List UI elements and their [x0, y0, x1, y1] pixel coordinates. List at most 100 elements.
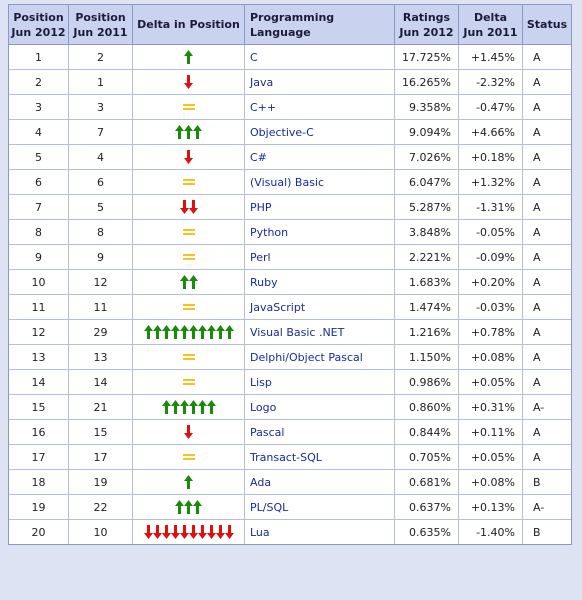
- position-change-indicator: [175, 500, 202, 514]
- arrow-down-icon: [143, 525, 153, 539]
- table-row: 15 21 Logo 0.860% +0.31% A-: [9, 395, 571, 420]
- table-row: 13 13 Delphi/Object Pascal 1.150% +0.08% A: [9, 345, 571, 370]
- arrow-up-icon: [170, 325, 180, 339]
- arrow-down-icon: [224, 525, 234, 539]
- delta-position-cell: [133, 95, 245, 120]
- language-link[interactable]: Delphi/Object Pascal: [250, 350, 363, 364]
- language-link[interactable]: (Visual) Basic: [250, 175, 325, 189]
- rating-cell: 0.635%: [395, 520, 459, 544]
- arrow-up-icon: [179, 400, 189, 414]
- delta-position-cell: [133, 195, 245, 220]
- language-link[interactable]: C#: [250, 150, 267, 164]
- position-change-indicator: [184, 50, 193, 64]
- arrow-down-icon: [179, 525, 189, 539]
- position-2011-cell: 5: [69, 195, 133, 220]
- table-body: 1 2 C 17.725% +1.45% A 2 1 Java 16.265% -2.32% A 3 3 C…: [9, 45, 571, 544]
- language-link[interactable]: Ruby: [250, 275, 278, 289]
- language-link[interactable]: Logo: [250, 400, 277, 414]
- arrow-up-icon: [215, 325, 225, 339]
- rating-cell: 7.026%: [395, 145, 459, 170]
- position-change-indicator: [184, 75, 193, 89]
- delta-position-cell: [133, 320, 245, 345]
- position-2011-cell: 11: [69, 295, 133, 320]
- position-2011-cell: 10: [69, 520, 133, 544]
- position-2011-cell: 15: [69, 420, 133, 445]
- position-change-indicator: [182, 302, 195, 312]
- language-link[interactable]: PHP: [250, 200, 272, 214]
- position-2011-cell: 29: [69, 320, 133, 345]
- header-row: Position Jun 2012 Position Jun 2011 Delt…: [9, 5, 571, 45]
- status-cell: B: [523, 470, 571, 495]
- language-link[interactable]: Java: [250, 75, 274, 89]
- position-2012-cell: 20: [9, 520, 69, 544]
- delta-position-cell: [133, 445, 245, 470]
- position-2011-cell: 3: [69, 95, 133, 120]
- arrow-down-icon: [179, 200, 189, 214]
- delta-cell: -0.05%: [459, 220, 523, 245]
- position-2012-cell: 19: [9, 495, 69, 520]
- header-delta-line1: Delta: [473, 10, 508, 24]
- header-language: Programming Language: [245, 5, 395, 45]
- arrow-up-icon: [175, 500, 184, 514]
- header-status: Status: [523, 5, 571, 45]
- position-2012-cell: 14: [9, 370, 69, 395]
- arrow-down-icon: [161, 525, 171, 539]
- arrow-down-icon: [170, 525, 180, 539]
- rating-cell: 0.844%: [395, 420, 459, 445]
- language-link[interactable]: Objective-C: [250, 125, 314, 139]
- language-link[interactable]: Perl: [250, 250, 271, 264]
- language-link[interactable]: Pascal: [250, 425, 285, 439]
- delta-cell: +0.13%: [459, 495, 523, 520]
- delta-position-cell: [133, 495, 245, 520]
- language-link[interactable]: Ada: [250, 475, 272, 489]
- language-link[interactable]: Lua: [250, 525, 270, 539]
- position-2011-cell: 17: [69, 445, 133, 470]
- delta-cell: +1.32%: [459, 170, 523, 195]
- position-2012-cell: 16: [9, 420, 69, 445]
- position-2011-cell: 1: [69, 70, 133, 95]
- status-cell: A: [523, 245, 571, 270]
- language-link[interactable]: PL/SQL: [250, 500, 289, 514]
- language-cell: (Visual) Basic: [245, 170, 395, 195]
- rating-cell: 0.637%: [395, 495, 459, 520]
- position-2012-cell: 10: [9, 270, 69, 295]
- position-2012-cell: 9: [9, 245, 69, 270]
- status-cell: A: [523, 270, 571, 295]
- language-link[interactable]: Transact-SQL: [250, 450, 322, 464]
- language-cell: Lisp: [245, 370, 395, 395]
- position-change-indicator: [143, 325, 234, 339]
- header-delta: Delta Jun 2011: [459, 5, 523, 45]
- position-2012-cell: 13: [9, 345, 69, 370]
- position-2012-cell: 7: [9, 195, 69, 220]
- position-change-indicator: [182, 377, 195, 387]
- language-link[interactable]: Visual Basic .NET: [250, 325, 345, 339]
- language-link[interactable]: C: [250, 50, 258, 64]
- delta-position-cell: [133, 395, 245, 420]
- language-cell: Objective-C: [245, 120, 395, 145]
- table-row: 20 10 Lua 0.635% -1.40% B: [9, 520, 571, 544]
- delta-cell: +1.45%: [459, 45, 523, 70]
- delta-cell: -0.09%: [459, 245, 523, 270]
- status-cell: A-: [523, 395, 571, 420]
- arrow-up-icon: [188, 275, 198, 289]
- position-2011-cell: 4: [69, 145, 133, 170]
- language-link[interactable]: Lisp: [250, 375, 272, 389]
- arrow-down-icon: [152, 525, 162, 539]
- header-ratings-line1: Ratings: [402, 10, 451, 24]
- language-link[interactable]: JavaScript: [250, 300, 306, 314]
- table-row: 10 12 Ruby 1.683% +0.20% A: [9, 270, 571, 295]
- rating-cell: 6.047%: [395, 170, 459, 195]
- language-link[interactable]: C++: [250, 100, 277, 114]
- language-cell: Logo: [245, 395, 395, 420]
- status-cell: A: [523, 445, 571, 470]
- rating-cell: 5.287%: [395, 195, 459, 220]
- arrow-up-icon: [224, 325, 234, 339]
- position-2012-cell: 11: [9, 295, 69, 320]
- header-position-2012-line2: Jun 2012: [11, 25, 66, 39]
- language-link[interactable]: Python: [250, 225, 289, 239]
- position-change-indicator: [179, 200, 198, 214]
- delta-position-cell: [133, 520, 245, 544]
- position-change-indicator: [184, 150, 193, 164]
- arrow-down-icon: [188, 525, 198, 539]
- position-change-indicator: [179, 275, 198, 289]
